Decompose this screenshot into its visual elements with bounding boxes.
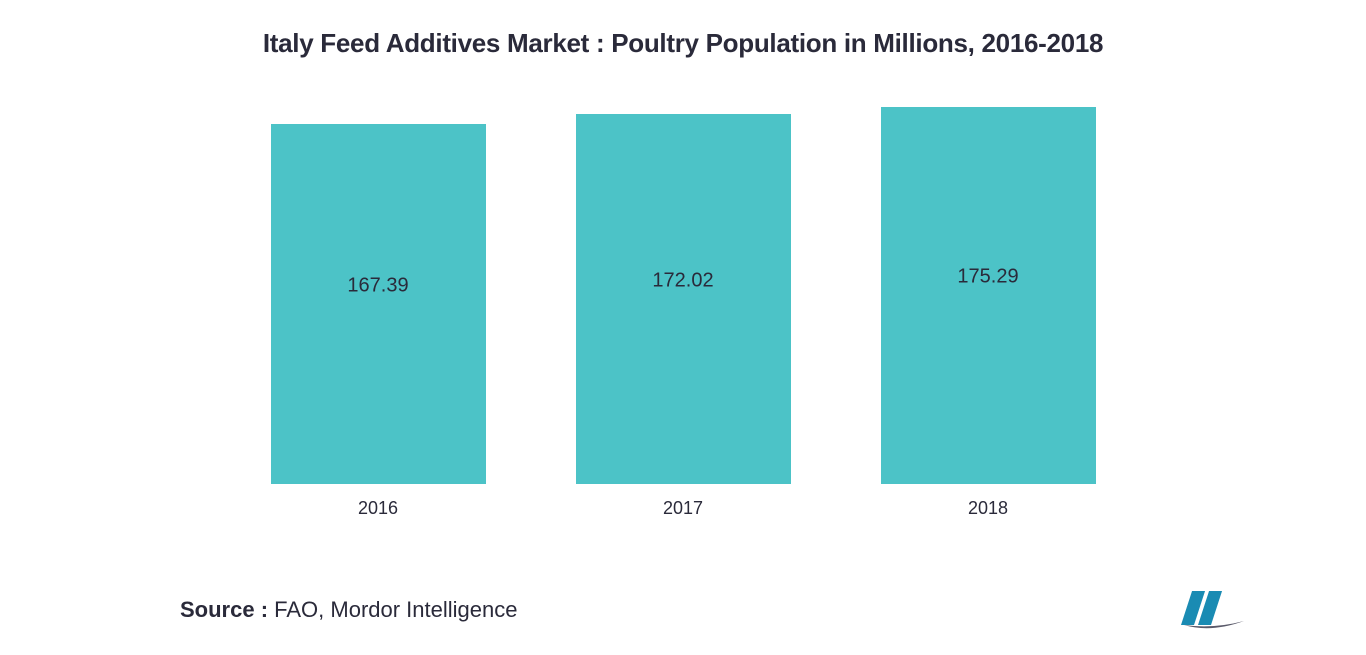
- chart-container: Italy Feed Additives Market : Poultry Po…: [0, 0, 1366, 655]
- bar-label-2018: 2018: [968, 498, 1008, 519]
- chart-title: Italy Feed Additives Market : Poultry Po…: [0, 28, 1366, 59]
- bars-area: 167.39 2016 172.02 2017 175.29 2018: [0, 119, 1366, 519]
- bar-2018: 175.29: [881, 107, 1096, 484]
- source-line: Source : FAO, Mordor Intelligence: [180, 597, 517, 623]
- mordor-logo-icon: [1176, 585, 1246, 631]
- bar-value-2017: 172.02: [652, 269, 713, 292]
- bar-2017: 172.02: [576, 114, 791, 484]
- bar-group-2016: 167.39 2016: [271, 124, 486, 519]
- bar-value-2018: 175.29: [957, 265, 1018, 288]
- bar-group-2017: 172.02 2017: [576, 114, 791, 519]
- bar-label-2016: 2016: [358, 498, 398, 519]
- source-label: Source :: [180, 597, 268, 622]
- source-text: FAO, Mordor Intelligence: [268, 597, 517, 622]
- bar-value-2016: 167.39: [347, 275, 408, 298]
- bar-2016: 167.39: [271, 124, 486, 484]
- bar-group-2018: 175.29 2018: [881, 107, 1096, 519]
- bar-label-2017: 2017: [663, 498, 703, 519]
